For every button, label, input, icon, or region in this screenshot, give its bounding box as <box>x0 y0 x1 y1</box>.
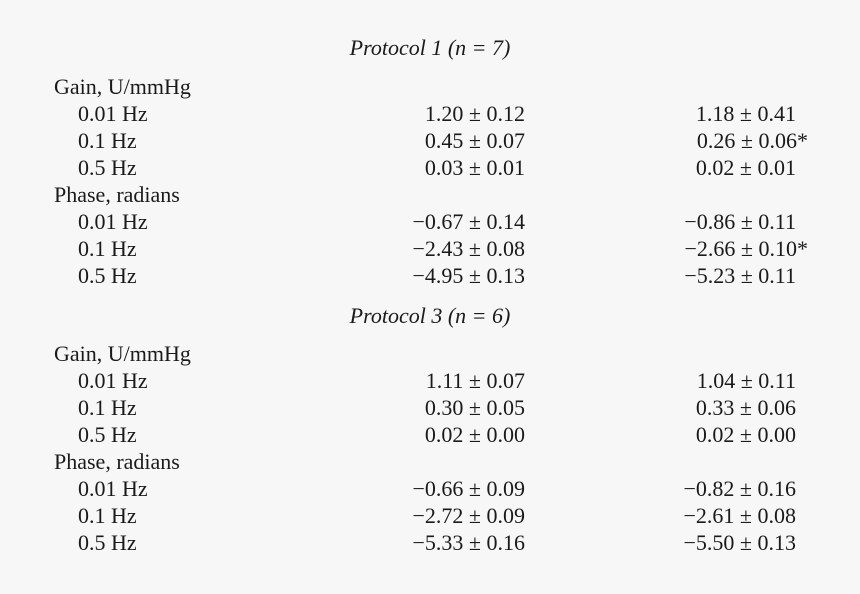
row-label: 0.1 Hz <box>78 128 137 153</box>
cell: −2.43 ± 0.08 <box>413 236 525 261</box>
cell: −0.86 ± 0.11 <box>684 209 796 234</box>
group-label: Gain, U/mmHg <box>54 74 191 99</box>
cell: −5.33 ± 0.16 <box>413 530 525 555</box>
cell: −0.67 ± 0.14 <box>413 209 525 234</box>
row-label: 0.01 Hz <box>78 209 148 234</box>
row-label: 0.01 Hz <box>78 476 148 501</box>
section-title: Protocol 3 (n = 6) <box>349 303 511 328</box>
cell: 1.04 ± 0.11 <box>697 368 796 393</box>
row-label: 0.1 Hz <box>78 395 137 420</box>
row-label: 0.5 Hz <box>78 155 137 180</box>
row-label: 0.5 Hz <box>78 422 137 447</box>
row-label: 0.01 Hz <box>78 368 148 393</box>
cell: −0.66 ± 0.09 <box>413 476 525 501</box>
cell: −4.95 ± 0.13 <box>413 263 525 288</box>
cell: 0.02 ± 0.00 <box>696 422 796 447</box>
cell: −0.82 ± 0.16 <box>684 476 796 501</box>
cell: −5.23 ± 0.11 <box>684 263 796 288</box>
section-title: Protocol 1 (n = 7) <box>349 35 511 60</box>
cell: −2.66 ± 0.10* <box>685 236 808 261</box>
cell: 0.02 ± 0.01 <box>696 155 796 180</box>
row-label: 0.5 Hz <box>78 530 137 555</box>
cell: 0.02 ± 0.00 <box>425 422 525 447</box>
cell: −5.50 ± 0.13 <box>684 530 796 555</box>
row-label: 0.1 Hz <box>78 236 137 261</box>
row-label: 0.01 Hz <box>78 101 148 126</box>
cell: 1.18 ± 0.41 <box>696 101 796 126</box>
cell: 1.20 ± 0.12 <box>425 101 525 126</box>
group-label: Phase, radians <box>54 449 180 474</box>
cell: −2.61 ± 0.08 <box>684 503 796 528</box>
cell: −2.72 ± 0.09 <box>413 503 525 528</box>
cell: 0.33 ± 0.06 <box>696 395 796 420</box>
row-label: 0.1 Hz <box>78 503 137 528</box>
cell: 0.03 ± 0.01 <box>425 155 525 180</box>
cell: 1.11 ± 0.07 <box>426 368 525 393</box>
cell: 0.30 ± 0.05 <box>425 395 525 420</box>
group-label: Phase, radians <box>54 182 180 207</box>
group-label: Gain, U/mmHg <box>54 341 191 366</box>
cell: 0.26 ± 0.06* <box>697 128 808 153</box>
row-label: 0.5 Hz <box>78 263 137 288</box>
cell: 0.45 ± 0.07 <box>425 128 525 153</box>
